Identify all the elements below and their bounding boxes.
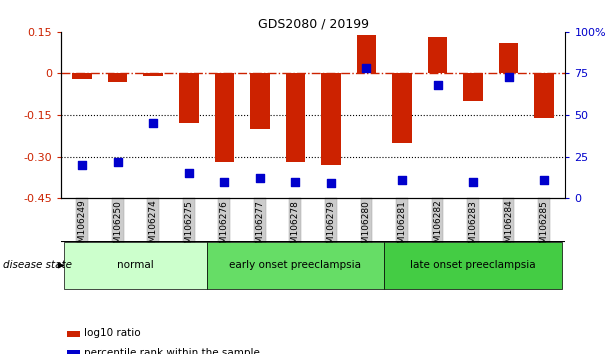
Point bbox=[468, 179, 478, 184]
Point bbox=[255, 176, 264, 181]
Text: early onset preeclampsia: early onset preeclampsia bbox=[229, 261, 361, 270]
Bar bbox=[179, 74, 198, 124]
Bar bbox=[392, 74, 412, 143]
Bar bbox=[143, 74, 163, 76]
Point bbox=[77, 162, 87, 168]
Point bbox=[184, 171, 193, 176]
Point bbox=[219, 179, 229, 184]
Bar bbox=[463, 74, 483, 101]
Text: percentile rank within the sample: percentile rank within the sample bbox=[84, 348, 260, 354]
Point bbox=[326, 181, 336, 186]
Text: log10 ratio: log10 ratio bbox=[84, 329, 140, 338]
Bar bbox=[384, 242, 562, 289]
Point bbox=[433, 82, 443, 88]
Title: GDS2080 / 20199: GDS2080 / 20199 bbox=[258, 18, 368, 31]
Text: normal: normal bbox=[117, 261, 154, 270]
Bar bbox=[534, 74, 554, 118]
Bar bbox=[64, 242, 207, 289]
Point bbox=[503, 74, 513, 80]
Point bbox=[397, 177, 407, 183]
Point bbox=[362, 65, 371, 71]
Bar bbox=[428, 38, 447, 74]
Bar bbox=[215, 74, 234, 162]
Bar bbox=[207, 242, 384, 289]
Point bbox=[113, 159, 123, 165]
Text: late onset preeclampsia: late onset preeclampsia bbox=[410, 261, 536, 270]
Point bbox=[148, 120, 158, 126]
Bar bbox=[357, 35, 376, 74]
Bar bbox=[108, 74, 128, 82]
Text: disease state: disease state bbox=[3, 261, 72, 270]
Bar bbox=[499, 43, 519, 74]
Bar bbox=[321, 74, 340, 165]
Bar bbox=[72, 74, 92, 79]
Point bbox=[539, 177, 549, 183]
Point bbox=[291, 179, 300, 184]
Bar bbox=[286, 74, 305, 162]
Bar bbox=[250, 74, 269, 129]
